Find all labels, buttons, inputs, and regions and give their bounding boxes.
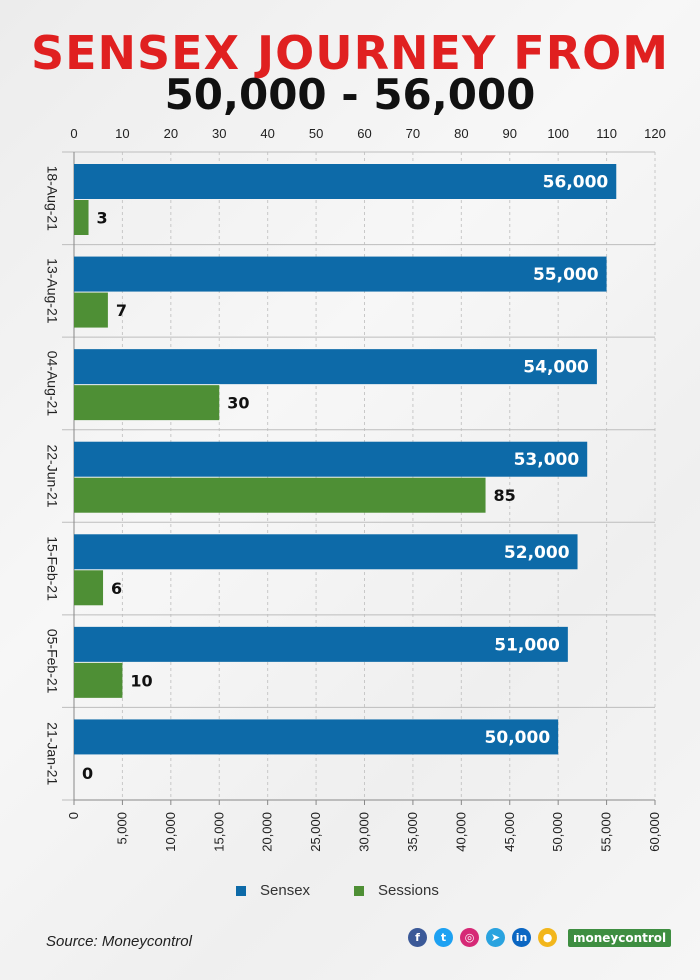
legend-swatch-sessions — [354, 885, 364, 896]
category-label: 21-Jan-21 — [44, 722, 60, 785]
top-axis-tick-label: 90 — [503, 126, 517, 141]
bottom-axis-tick-label: 5,000 — [114, 812, 129, 845]
bar-sensex — [74, 349, 597, 385]
bottom-axis-tick-label: 10,000 — [163, 812, 178, 852]
chart-title: SENSEX JOURNEY FROM — [30, 26, 670, 80]
legend-label-sessions: Sessions — [378, 882, 439, 899]
data-label-sessions: 3 — [97, 209, 108, 228]
legend-item-sessions: Sessions — [354, 882, 439, 899]
bottom-axis-tick-label: 25,000 — [308, 812, 323, 852]
top-axis-tick-label: 100 — [547, 126, 569, 141]
top-axis-tick-label: 120 — [644, 126, 666, 141]
twitter-icon[interactable]: t — [434, 928, 453, 947]
category-label: 13-Aug-21 — [44, 258, 60, 324]
top-axis-tick-label: 40 — [260, 126, 274, 141]
bottom-axis-tick-label: 20,000 — [260, 812, 275, 852]
top-axis-tick-label: 110 — [596, 126, 617, 141]
bottom-axis-tick-label: 30,000 — [357, 812, 372, 852]
data-label-sessions: 85 — [494, 486, 516, 505]
bar-sensex — [74, 164, 617, 199]
category-label: 04-Aug-21 — [44, 351, 60, 417]
top-axis-tick-label: 10 — [115, 126, 129, 141]
data-label-sessions: 7 — [116, 301, 127, 320]
data-label-sensex: 56,000 — [543, 173, 609, 193]
linkedin-icon[interactable]: in — [512, 928, 531, 947]
bottom-axis-tick-label: 40,000 — [453, 812, 468, 852]
bar-sessions — [74, 385, 220, 421]
bar-sessions — [74, 200, 89, 235]
bottom-axis-tick-label: 60,000 — [647, 812, 662, 852]
category-label: 22-Jun-21 — [44, 444, 60, 507]
legend: Sensex Sessions — [0, 880, 700, 904]
bar-sensex — [74, 719, 559, 755]
data-label-sessions: 6 — [111, 579, 122, 598]
bottom-axis-tick-label: 15,000 — [211, 812, 226, 852]
chart-subtitle: 50,000 - 56,000 — [164, 70, 536, 119]
top-axis-tick-label: 0 — [70, 126, 77, 141]
bar-sessions — [74, 477, 486, 513]
bar-sensex — [74, 534, 578, 570]
bar-sensex — [74, 256, 607, 292]
source-note: Source: Moneycontrol — [46, 933, 192, 950]
data-label-sensex: 53,000 — [514, 450, 580, 470]
top-axis-tick-label: 70 — [406, 126, 420, 141]
bottom-axis-tick-label: 50,000 — [550, 812, 565, 852]
telegram-icon[interactable]: ➤ — [486, 928, 505, 947]
legend-swatch-sensex — [236, 885, 246, 896]
data-label-sessions: 10 — [130, 671, 152, 690]
bar-sessions — [74, 292, 108, 328]
top-axis-tick-label: 50 — [309, 126, 323, 141]
bottom-axis-tick-label: 45,000 — [502, 812, 517, 852]
top-axis-tick-label: 20 — [164, 126, 178, 141]
brand-logo: moneycontrol — [568, 928, 672, 947]
category-label: 18-Aug-21 — [44, 166, 60, 232]
facebook-icon[interactable]: f — [408, 928, 427, 947]
data-label-sensex: 52,000 — [504, 543, 570, 563]
data-label-sessions: 0 — [82, 764, 93, 783]
data-label-sensex: 55,000 — [533, 265, 599, 285]
koo-icon[interactable]: ● — [538, 928, 557, 947]
brand-text: moneycontrol — [573, 930, 667, 945]
data-label-sessions: 30 — [227, 394, 249, 413]
top-axis-tick-label: 30 — [212, 126, 226, 141]
bar-sensex — [74, 626, 568, 662]
bar-sensex — [74, 441, 588, 477]
category-label: 05-Feb-21 — [44, 629, 60, 694]
data-label-sensex: 50,000 — [485, 728, 551, 748]
social-links: f t ◎ ➤ in ● moneycontrol — [408, 928, 672, 947]
category-label: 15-Feb-21 — [44, 536, 60, 601]
top-axis-tick-label: 80 — [454, 126, 468, 141]
instagram-icon[interactable]: ◎ — [460, 928, 479, 947]
bottom-axis-tick-label: 55,000 — [599, 812, 614, 852]
legend-label-sensex: Sensex — [260, 882, 311, 899]
top-axis-tick-label: 60 — [357, 126, 371, 141]
bottom-axis-tick-label: 0 — [66, 812, 81, 819]
legend-item-sensex: Sensex — [236, 882, 310, 899]
bottom-axis-tick-label: 35,000 — [405, 812, 420, 852]
data-label-sensex: 51,000 — [494, 635, 560, 655]
bar-sessions — [74, 570, 104, 606]
bar-sessions — [74, 662, 123, 698]
data-label-sensex: 54,000 — [523, 358, 589, 378]
